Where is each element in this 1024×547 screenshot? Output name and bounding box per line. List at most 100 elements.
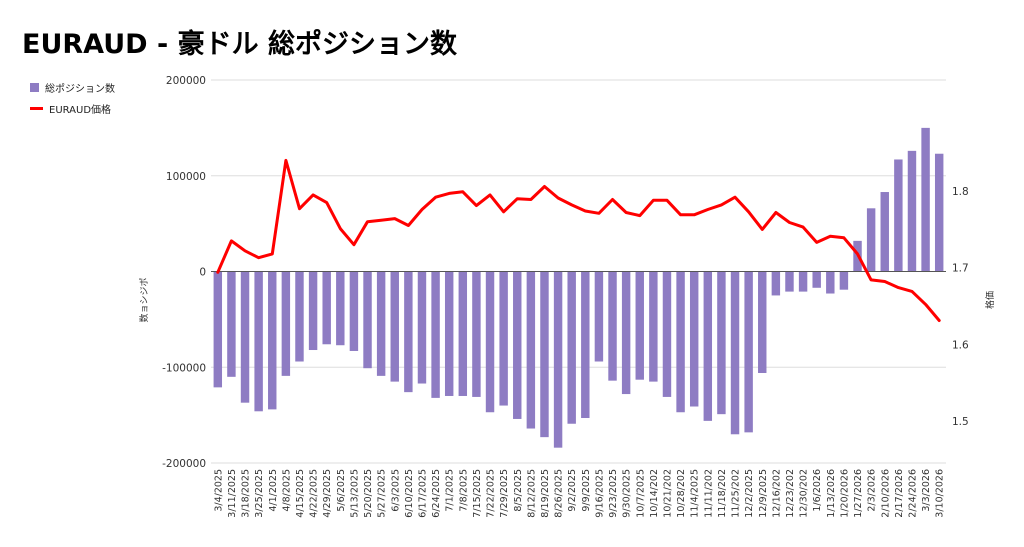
bar [281,271,291,376]
x-tick-label: 9/30/2025 [622,469,633,518]
bar [649,271,658,382]
bar [308,271,318,351]
x-tick-label: 4/8/2025 [281,469,292,512]
bar [458,271,468,396]
bar [540,271,549,438]
x-tick-label: 4/29/2025 [322,469,333,518]
bar [758,271,767,373]
x-tick-label: 6/10/2025 [404,469,415,518]
y-left-tick-label: 0 [199,267,206,279]
bar [798,271,808,292]
y-right-tick-label: 1.7 [952,263,969,275]
y-left-tick-label: 100000 [166,171,206,183]
y-left-tick-label: -200000 [162,458,206,470]
x-tick-label: 6/24/2025 [431,469,442,518]
x-tick-label: 6/3/2025 [390,469,401,512]
x-tick-label: 10/21/202 [663,469,674,518]
bar [676,271,685,413]
x-tick-label: 9/9/2025 [581,469,592,512]
y-left-tick-label: -100000 [162,362,206,374]
x-tick-label: 9/16/2025 [594,469,605,518]
x-tick-label: 7/1/2025 [445,469,456,512]
bar [444,271,454,396]
x-tick-label: 12/9/2025 [758,469,769,518]
x-tick-label: 3/25/2025 [254,469,265,518]
x-tick-label: 3/10/2026 [935,469,946,518]
bar [594,271,604,362]
x-tick-label: 3/3/2026 [921,469,932,512]
bar [662,271,672,397]
legend-item-positions: 総ポジション数 [30,80,115,95]
legend-swatch-line [30,106,43,110]
x-tick-label: 5/27/2025 [377,469,388,518]
x-tick-label: 9/23/2025 [608,469,619,518]
bar-series [213,127,944,448]
x-tick-label: 2/10/2026 [880,469,891,518]
legend-item-price: EURAUD価格 [30,101,115,116]
x-tick-label: 1/27/2026 [853,469,864,518]
bar [390,271,399,382]
bar [921,127,930,272]
x-tick-label: 5/13/2025 [349,469,360,518]
chart-title: EURAUD - 豪ドル 総ポジション数 [22,29,457,60]
legend-swatch-bar [30,82,39,92]
bar [744,271,753,433]
bar [812,271,821,288]
bar [254,271,263,412]
x-tick-label: 8/19/2025 [540,469,551,518]
x-tick-label: 7/8/2025 [458,469,469,512]
bar [240,271,250,403]
bar [268,271,277,410]
bar [771,271,781,296]
bar [349,271,359,351]
bar [839,271,849,290]
line-series [216,158,941,322]
x-tick-label: 8/12/2025 [526,469,537,518]
bar [621,271,631,395]
legend: 総ポジション数 EURAUD価格 [30,80,115,122]
bar [581,271,590,418]
x-tick-label: 7/15/2025 [472,469,483,518]
x-tick-label: 11/11/202 [703,469,714,518]
gridlines [211,79,946,464]
bar [553,271,563,448]
x-tick-label: 3/18/2025 [241,469,252,518]
y-right-tick-label: 1.6 [952,339,969,351]
x-tick-label: 3/4/2025 [213,469,224,512]
x-tick-label: 11/25/202 [731,469,742,518]
x-tick-label: 3/11/2025 [227,469,238,518]
y-right-tick-label: 1.8 [952,186,969,198]
x-tick-label: 12/16/202 [771,469,782,518]
bar [934,153,944,272]
legend-label-price: EURAUD価格 [49,104,112,116]
x-tick-label: 4/1/2025 [268,469,279,512]
x-tick-label: 10/14/202 [649,469,660,518]
bar [689,271,699,407]
x-tick-label: 11/4/2025 [690,469,701,518]
x-tick-label: 12/2/2025 [744,469,755,518]
bar [635,271,644,380]
x-tick-label: 10/7/2025 [635,469,646,518]
price-line [216,158,941,322]
x-tick-label: 5/6/2025 [336,469,347,512]
x-tick-label: 11/18/202 [717,469,728,518]
x-tick-label: 12/30/202 [799,469,810,518]
legend-label-positions: 総ポジション数 [45,83,115,95]
x-tick-label: 12/23/202 [785,469,796,518]
bar [213,271,223,388]
bar [227,271,236,377]
bar [730,271,740,435]
bar [880,192,889,272]
bar [376,271,386,376]
x-tick-label: 1/6/2026 [812,469,823,512]
bar [826,271,835,294]
x-tick-label: 8/5/2025 [513,469,524,512]
bar [363,271,372,369]
bar [431,271,440,398]
bar [485,271,495,413]
x-tick-label: 4/22/2025 [309,469,320,518]
x-tick-label: 6/17/2025 [418,469,429,518]
x-tick-label: 9/2/2025 [567,469,578,512]
y-right-tick-label: 1.5 [952,416,969,428]
